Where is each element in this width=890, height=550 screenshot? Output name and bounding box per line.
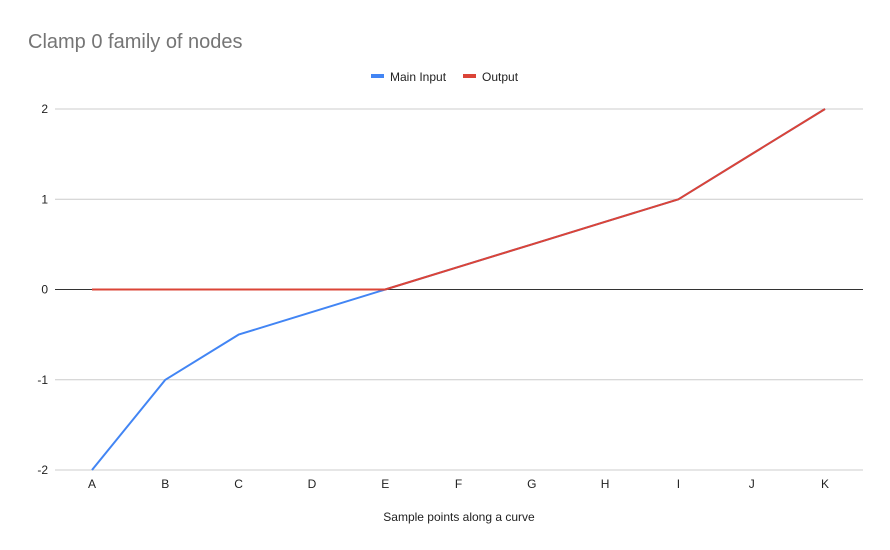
x-tick-label: I	[677, 477, 680, 491]
legend-swatch	[463, 74, 476, 78]
x-tick-label: B	[161, 477, 169, 491]
legend-swatch	[371, 74, 384, 78]
x-tick-label: F	[455, 477, 462, 491]
x-axis-ticks: A B C D E F G H I J K	[88, 477, 829, 491]
legend: Main Input Output	[371, 70, 519, 84]
y-tick-label: -2	[37, 463, 48, 477]
y-tick-label: 2	[41, 102, 48, 116]
x-tick-label: G	[527, 477, 536, 491]
y-tick-label: 0	[41, 283, 48, 297]
y-tick-label: 1	[41, 192, 48, 206]
chart-title: Clamp 0 family of nodes	[28, 31, 243, 53]
x-tick-label: C	[234, 477, 243, 491]
x-tick-label: E	[381, 477, 389, 491]
x-tick-label: D	[308, 477, 317, 491]
x-tick-label: H	[601, 477, 610, 491]
legend-label: Main Input	[390, 70, 447, 84]
series-layer	[91, 108, 826, 471]
x-axis-label: Sample points along a curve	[383, 510, 535, 524]
y-tick-label: -1	[37, 373, 48, 387]
legend-label: Output	[482, 70, 519, 84]
x-tick-label: K	[821, 477, 829, 491]
series-line-output	[92, 108, 826, 291]
y-axis-ticks: -2 -1 0 1 2	[37, 102, 48, 477]
x-tick-label: J	[749, 477, 755, 491]
x-tick-label: A	[88, 477, 96, 491]
